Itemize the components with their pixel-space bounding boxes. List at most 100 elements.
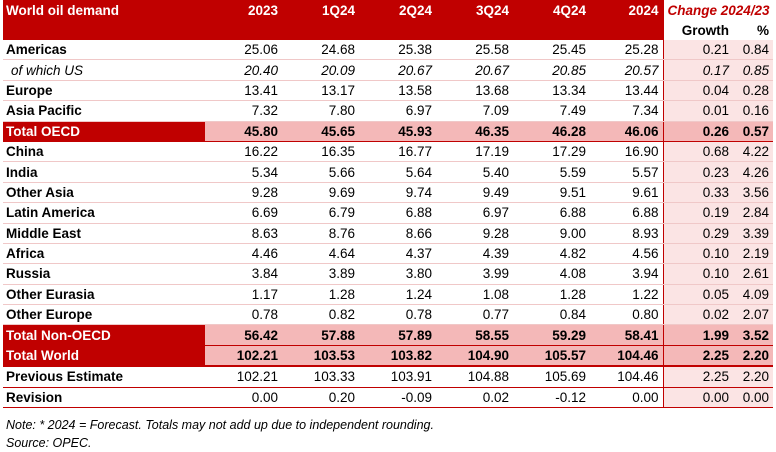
value-cell: 1.22 bbox=[590, 284, 663, 306]
subheader-blank bbox=[359, 21, 436, 40]
subheader-blank bbox=[590, 21, 663, 40]
value-cell: 6.97 bbox=[359, 100, 436, 122]
value-cell: 13.17 bbox=[282, 80, 359, 102]
value-cell: 8.93 bbox=[590, 223, 663, 244]
value-cell: 3.84 bbox=[205, 263, 282, 285]
pct-subheader: % bbox=[733, 21, 773, 40]
pct-cell: 2.19 bbox=[733, 243, 773, 265]
value-cell: 0.82 bbox=[282, 304, 359, 326]
value-cell: 13.68 bbox=[436, 80, 513, 102]
pct-cell: 0.00 bbox=[733, 387, 773, 409]
value-cell: 103.53 bbox=[282, 344, 359, 367]
value-cell: 24.68 bbox=[282, 40, 359, 61]
value-cell: 6.88 bbox=[359, 202, 436, 224]
value-cell: 59.29 bbox=[513, 324, 590, 346]
value-cell: 9.00 bbox=[513, 223, 590, 244]
pct-cell: 0.28 bbox=[733, 80, 773, 102]
value-cell: 46.06 bbox=[590, 120, 663, 142]
pct-cell: 2.61 bbox=[733, 263, 773, 285]
value-cell: 9.61 bbox=[590, 182, 663, 204]
table-row: of which US 20.40 20.09 20.67 20.67 20.85 20.5… bbox=[3, 59, 773, 81]
table-row: Europe 13.41 13.17 13.58 13.68 13.34 13.44 0.04… bbox=[3, 80, 773, 102]
value-cell: 20.85 bbox=[513, 59, 590, 81]
value-cell: 8.66 bbox=[359, 223, 436, 244]
value-cell: 57.88 bbox=[282, 324, 359, 346]
table-row: Other Asia 9.28 9.69 9.74 9.49 9.51 9.61 0.33 3.… bbox=[3, 182, 773, 204]
row-label: Asia Pacific bbox=[3, 100, 205, 122]
source-text: Source: OPEC. bbox=[6, 436, 92, 451]
growth-cell: 0.23 bbox=[662, 161, 733, 183]
growth-cell: 0.17 bbox=[662, 59, 733, 81]
pct-cell: 2.20 bbox=[733, 344, 773, 367]
value-cell: 103.82 bbox=[359, 344, 436, 367]
growth-cell: 0.04 bbox=[662, 80, 733, 102]
value-cell: 56.42 bbox=[205, 324, 282, 346]
value-cell: 6.88 bbox=[513, 202, 590, 224]
row-label: Total OECD bbox=[3, 120, 205, 142]
value-cell: 17.29 bbox=[513, 141, 590, 163]
value-cell: 45.65 bbox=[282, 120, 359, 142]
value-cell: 103.33 bbox=[282, 365, 359, 388]
value-cell: 20.67 bbox=[359, 59, 436, 81]
value-cell: 5.57 bbox=[590, 161, 663, 183]
value-cell: 20.67 bbox=[436, 59, 513, 81]
table-row: Africa 4.46 4.64 4.37 4.39 4.82 4.56 0.10 2.19 bbox=[3, 243, 773, 265]
value-cell: 46.35 bbox=[436, 120, 513, 142]
value-cell: 6.69 bbox=[205, 202, 282, 224]
table-row: Latin America 6.69 6.79 6.88 6.97 6.88 6.88 0.1… bbox=[3, 202, 773, 224]
growth-cell: 0.21 bbox=[662, 40, 733, 61]
pct-cell: 3.56 bbox=[733, 182, 773, 204]
growth-cell: 0.68 bbox=[662, 141, 733, 163]
value-cell: 0.02 bbox=[436, 387, 513, 409]
row-label: China bbox=[3, 141, 205, 163]
value-cell: 25.28 bbox=[590, 40, 663, 61]
value-cell: 6.88 bbox=[590, 202, 663, 224]
world-oil-demand-table: World oil demand 2023 1Q24 2Q24 3Q24 4Q2… bbox=[3, 0, 773, 409]
value-cell: 3.99 bbox=[436, 263, 513, 285]
growth-cell: 2.25 bbox=[662, 365, 733, 388]
value-cell: 4.39 bbox=[436, 243, 513, 265]
growth-cell: 0.29 bbox=[662, 223, 733, 244]
col-header-3q24: 3Q24 bbox=[436, 0, 513, 21]
growth-cell: 0.19 bbox=[662, 202, 733, 224]
pct-cell: 3.52 bbox=[733, 324, 773, 346]
table-row: Americas 25.06 24.68 25.38 25.58 25.45 25.28 0.… bbox=[3, 40, 773, 61]
value-cell: 0.80 bbox=[590, 304, 663, 326]
value-cell: 105.69 bbox=[513, 365, 590, 388]
value-cell: 104.90 bbox=[436, 344, 513, 367]
col-header-2q24: 2Q24 bbox=[359, 0, 436, 21]
value-cell: 16.90 bbox=[590, 141, 663, 163]
value-cell: 7.80 bbox=[282, 100, 359, 122]
growth-cell: 1.99 bbox=[662, 324, 733, 346]
col-header-2023: 2023 bbox=[205, 0, 282, 21]
pct-cell: 4.22 bbox=[733, 141, 773, 163]
table-row: Total World 102.21 103.53 103.82 104.90 105.5… bbox=[3, 344, 773, 367]
row-label: Previous Estimate bbox=[3, 365, 205, 388]
row-label: Latin America bbox=[3, 202, 205, 224]
growth-cell: 0.33 bbox=[662, 182, 733, 204]
value-cell: 4.64 bbox=[282, 243, 359, 265]
pct-cell: 0.16 bbox=[733, 100, 773, 122]
value-cell: 13.44 bbox=[590, 80, 663, 102]
value-cell: 9.74 bbox=[359, 182, 436, 204]
value-cell: 6.79 bbox=[282, 202, 359, 224]
table-row: Previous Estimate 102.21 103.33 103.91 104.8… bbox=[3, 365, 773, 388]
value-cell: 0.77 bbox=[436, 304, 513, 326]
row-label: Africa bbox=[3, 243, 205, 265]
value-cell: 4.37 bbox=[359, 243, 436, 265]
value-cell: 105.57 bbox=[513, 344, 590, 367]
value-cell: 104.88 bbox=[436, 365, 513, 388]
table-subheader-row: Growth % bbox=[3, 21, 773, 40]
value-cell: 9.28 bbox=[205, 182, 282, 204]
value-cell: 7.49 bbox=[513, 100, 590, 122]
table-body: Americas 25.06 24.68 25.38 25.58 25.45 25.28 0.… bbox=[3, 40, 773, 409]
pct-cell: 4.09 bbox=[733, 284, 773, 306]
value-cell: 25.38 bbox=[359, 40, 436, 61]
subheader-blank bbox=[205, 21, 282, 40]
growth-cell: 0.10 bbox=[662, 243, 733, 265]
pct-cell: 2.84 bbox=[733, 202, 773, 224]
table-row: Russia 3.84 3.89 3.80 3.99 4.08 3.94 0.10 2.61 bbox=[3, 263, 773, 285]
table-row: Asia Pacific 7.32 7.80 6.97 7.09 7.49 7.34 0.01… bbox=[3, 100, 773, 122]
row-label: Total Non-OECD bbox=[3, 324, 205, 346]
growth-cell: 0.00 bbox=[662, 387, 733, 409]
